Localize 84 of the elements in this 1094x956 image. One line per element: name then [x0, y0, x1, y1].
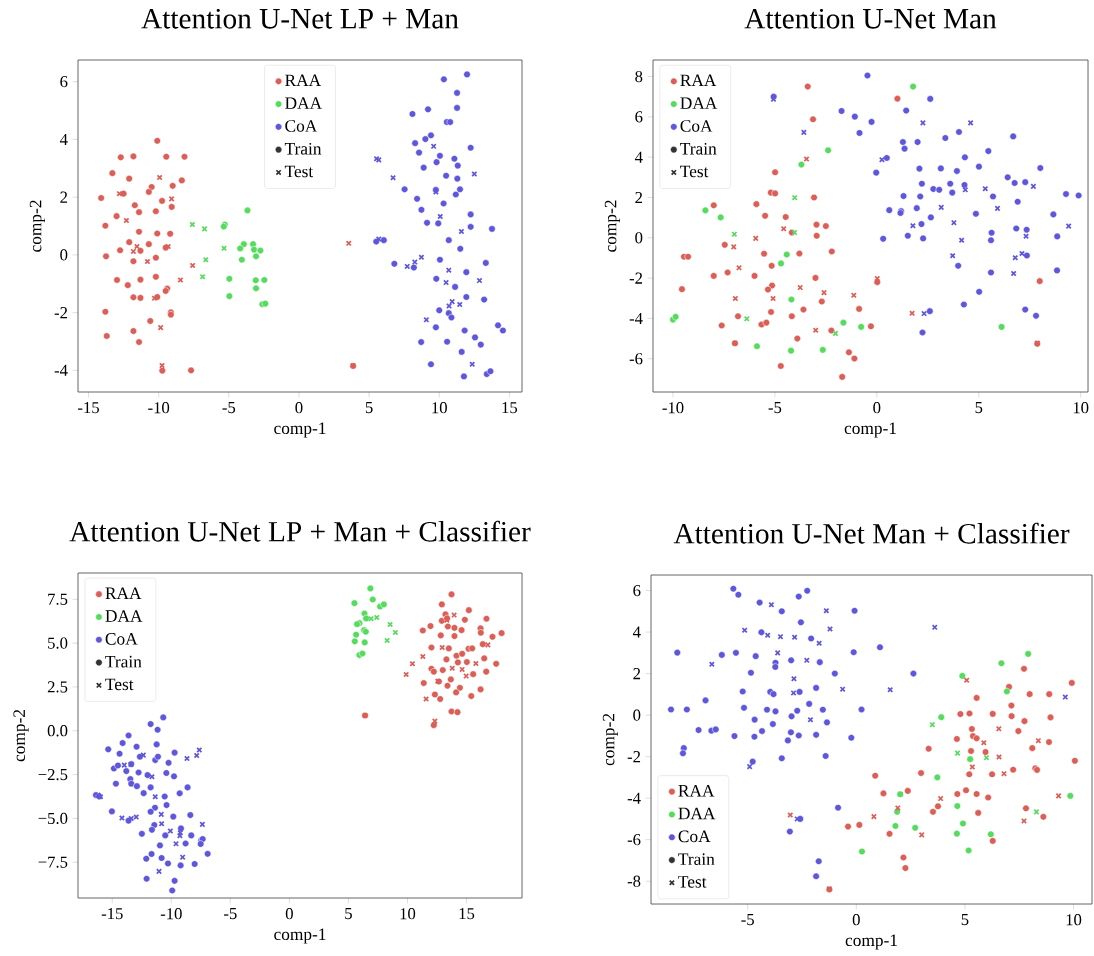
y-tick-label: 7.5	[48, 593, 68, 605]
y-tick-label: -4	[629, 312, 643, 324]
legend-label: Train	[284, 142, 322, 155]
y-tick-label: -2	[54, 307, 68, 319]
y-tick-label: 2	[635, 191, 643, 203]
x-tick-label: 5	[975, 402, 983, 414]
y-axis-title: comp-2	[602, 713, 618, 766]
y-tick-label: -2	[629, 272, 643, 284]
x-tick-label: 10	[1066, 914, 1082, 926]
legend-label: CoA	[680, 120, 713, 132]
x-tick-label: -10	[148, 402, 170, 414]
x-tick-label: -10	[160, 908, 182, 920]
chart-title: Attention U-Net LP + Man + Classifier	[69, 520, 531, 542]
y-tick-label: 4	[632, 626, 641, 638]
y-tick-label: 0	[60, 249, 68, 261]
y-tick-label: 0.0	[47, 725, 68, 737]
y-tick-label: -2	[627, 751, 641, 763]
x-tick-label: 10	[1073, 402, 1089, 414]
x-tick-label: -5	[222, 402, 236, 414]
legend-label: DAA	[678, 807, 716, 820]
legend-label: RAA	[678, 784, 715, 797]
y-tick-label: 2.5	[47, 681, 68, 693]
y-tick-label: -4	[54, 364, 68, 376]
x-tick-label: 5	[365, 402, 373, 414]
y-tick-label: 0	[635, 232, 643, 244]
y-tick-label: 8	[635, 70, 643, 83]
x-tick-label: 15	[459, 908, 475, 920]
y-tick-label: 2	[60, 191, 68, 203]
legend-label: Test	[680, 165, 709, 178]
y-tick-label: 2	[633, 668, 641, 680]
legend-label: RAA	[680, 74, 717, 87]
x-tick-label: 10	[400, 908, 416, 920]
y-tick-label: 0	[633, 709, 641, 721]
x-tick-label: -15	[78, 402, 99, 414]
x-tick-label: 15	[502, 402, 518, 414]
x-axis-title: comp-1	[274, 422, 326, 438]
legend-label: Train	[105, 655, 142, 668]
y-axis-title: comp-2	[29, 200, 45, 252]
y-tick-label: −5.0	[38, 812, 68, 825]
x-tick-label: 0	[295, 402, 303, 414]
y-axis-title: comp-2	[604, 200, 620, 252]
legend-label: DAA	[105, 610, 143, 622]
x-axis-title: comp-1	[845, 934, 897, 950]
x-tick-label: -10	[662, 402, 684, 414]
y-tick-label: −7.5	[38, 856, 68, 868]
legend-label: CoA	[285, 120, 318, 132]
y-tick-label: 5.0	[48, 637, 68, 649]
y-tick-label: 4	[59, 133, 68, 145]
legend-label: RAA	[105, 587, 142, 599]
x-tick-label: 0	[852, 914, 860, 926]
x-tick-label: -5	[741, 914, 754, 926]
x-tick-label: 10	[432, 402, 447, 414]
x-tick-label: -5	[224, 908, 237, 920]
y-tick-label: 6	[635, 111, 643, 123]
x-tick-label: -15	[101, 908, 123, 920]
y-axis-title: comp-2	[13, 709, 29, 762]
legend-label: Test	[284, 165, 314, 178]
y-tick-label: 6	[60, 76, 68, 88]
y-tick-label: 6	[633, 584, 641, 597]
legend-label: Train	[678, 853, 715, 865]
legend-label: Test	[678, 876, 707, 888]
legend-label: CoA	[678, 830, 711, 843]
y-tick-label: -8	[627, 875, 641, 887]
legend-label: DAA	[680, 97, 718, 109]
x-axis-title: comp-1	[274, 928, 326, 944]
legend-label: Test	[105, 678, 134, 691]
x-tick-label: 5	[961, 914, 969, 926]
y-tick-label: -4	[627, 792, 641, 804]
y-tick-label: 4	[634, 151, 643, 163]
chart-title: Attention U-Net Man + Classifier	[673, 522, 1070, 544]
y-tick-label: -6	[627, 834, 641, 846]
x-tick-label: -5	[768, 402, 782, 414]
y-tick-label: −2.5	[38, 768, 68, 781]
x-tick-label: 5	[345, 908, 352, 920]
legend-label: Train	[680, 142, 717, 155]
y-tick-label: -6	[629, 353, 643, 365]
x-tick-label: 0	[873, 402, 881, 414]
x-axis-title: comp-1	[844, 422, 896, 438]
legend-label: DAA	[285, 97, 322, 109]
legend-label: CoA	[105, 633, 138, 645]
chart-title: Attention U-Net Man	[744, 8, 997, 29]
x-tick-label: 0	[285, 908, 293, 920]
chart-title: Attention U-Net LP + Man	[141, 8, 459, 29]
legend-label: RAA	[285, 74, 322, 87]
